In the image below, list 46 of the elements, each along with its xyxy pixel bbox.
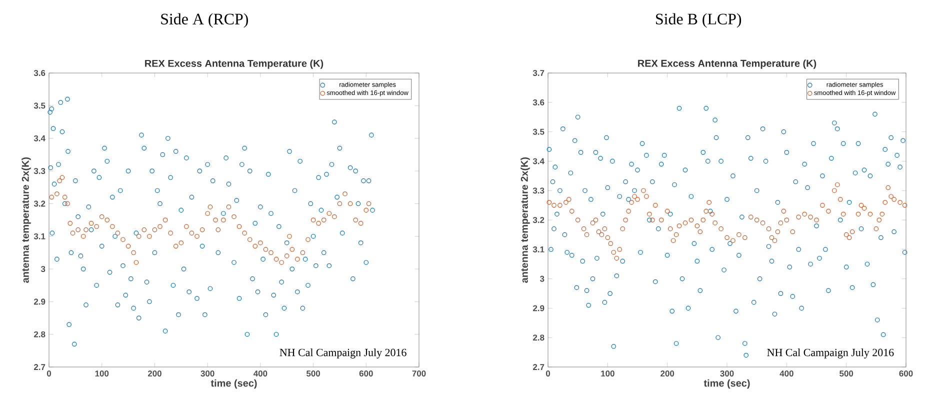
annotation: NH Cal Campaign July 2016 [767, 348, 894, 358]
chart-title: Side A (RCP) [161, 13, 248, 28]
x-tick-label: 0 [546, 370, 550, 377]
x-tick-label: 0 [46, 370, 52, 377]
y-tick-label: 3.4 [532, 158, 544, 164]
y-tick-label: 2.7 [34, 364, 46, 370]
y-tick-label: 3.4 [34, 135, 46, 142]
x-tick-label: 400 [780, 370, 794, 377]
y-tick-label: 3.1 [532, 246, 544, 252]
x-tick-label: 500 [306, 370, 320, 377]
y-tick-label: 2.8 [34, 331, 46, 338]
x-axis-title: time (sec) [704, 379, 750, 389]
chart-subtitle: REX Excess Antenna Temperature (K) [145, 60, 324, 69]
y-tick-label: 2.8 [533, 334, 544, 341]
y-tick-label: 3.3 [34, 168, 46, 174]
annotation: NH Cal Campaign July 2016 [280, 348, 406, 358]
y-tick-label: 3.2 [34, 200, 46, 207]
x-axis-title: time (sec) [210, 379, 257, 389]
x-tick-label: 400 [253, 370, 268, 377]
x-tick-label: 600 [899, 370, 913, 377]
x-tick-label: 700 [412, 370, 426, 377]
x-tick-label: 100 [95, 370, 109, 377]
y-tick-label: 3.5 [532, 128, 544, 135]
x-tick-label: 100 [601, 370, 614, 377]
x-tick-label: 200 [148, 370, 162, 377]
x-tick-label: 200 [660, 370, 674, 377]
y-tick-label: 3.2 [532, 217, 544, 223]
y-tick-label: 3 [540, 276, 544, 282]
y-tick-label: 3.5 [34, 102, 46, 109]
x-tick-label: 500 [840, 370, 854, 377]
y-tick-label: 3.3 [532, 188, 544, 194]
y-tick-label: 2.9 [34, 298, 46, 305]
y-axis-title: antenna temperature 2x(K) [22, 157, 31, 283]
y-tick-label: 2.7 [533, 364, 544, 370]
y-tick-label: 3 [40, 266, 46, 272]
y-tick-label: 3.1 [34, 233, 46, 240]
y-tick-label: 3.6 [34, 70, 46, 76]
y-axis-title: antenna temperature 2x(K) [520, 157, 530, 283]
x-tick-label: 300 [720, 370, 734, 377]
chart-title: Side B (LCP) [656, 13, 742, 28]
x-tick-label: 600 [359, 370, 373, 377]
x-tick-label: 300 [200, 370, 214, 377]
y-tick-label: 2.9 [533, 305, 544, 312]
y-tick-label: 3.6 [532, 99, 544, 106]
y-tick-label: 3.7 [532, 70, 544, 76]
chart-subtitle: REX Excess Antenna Temperature (K) [638, 60, 816, 69]
